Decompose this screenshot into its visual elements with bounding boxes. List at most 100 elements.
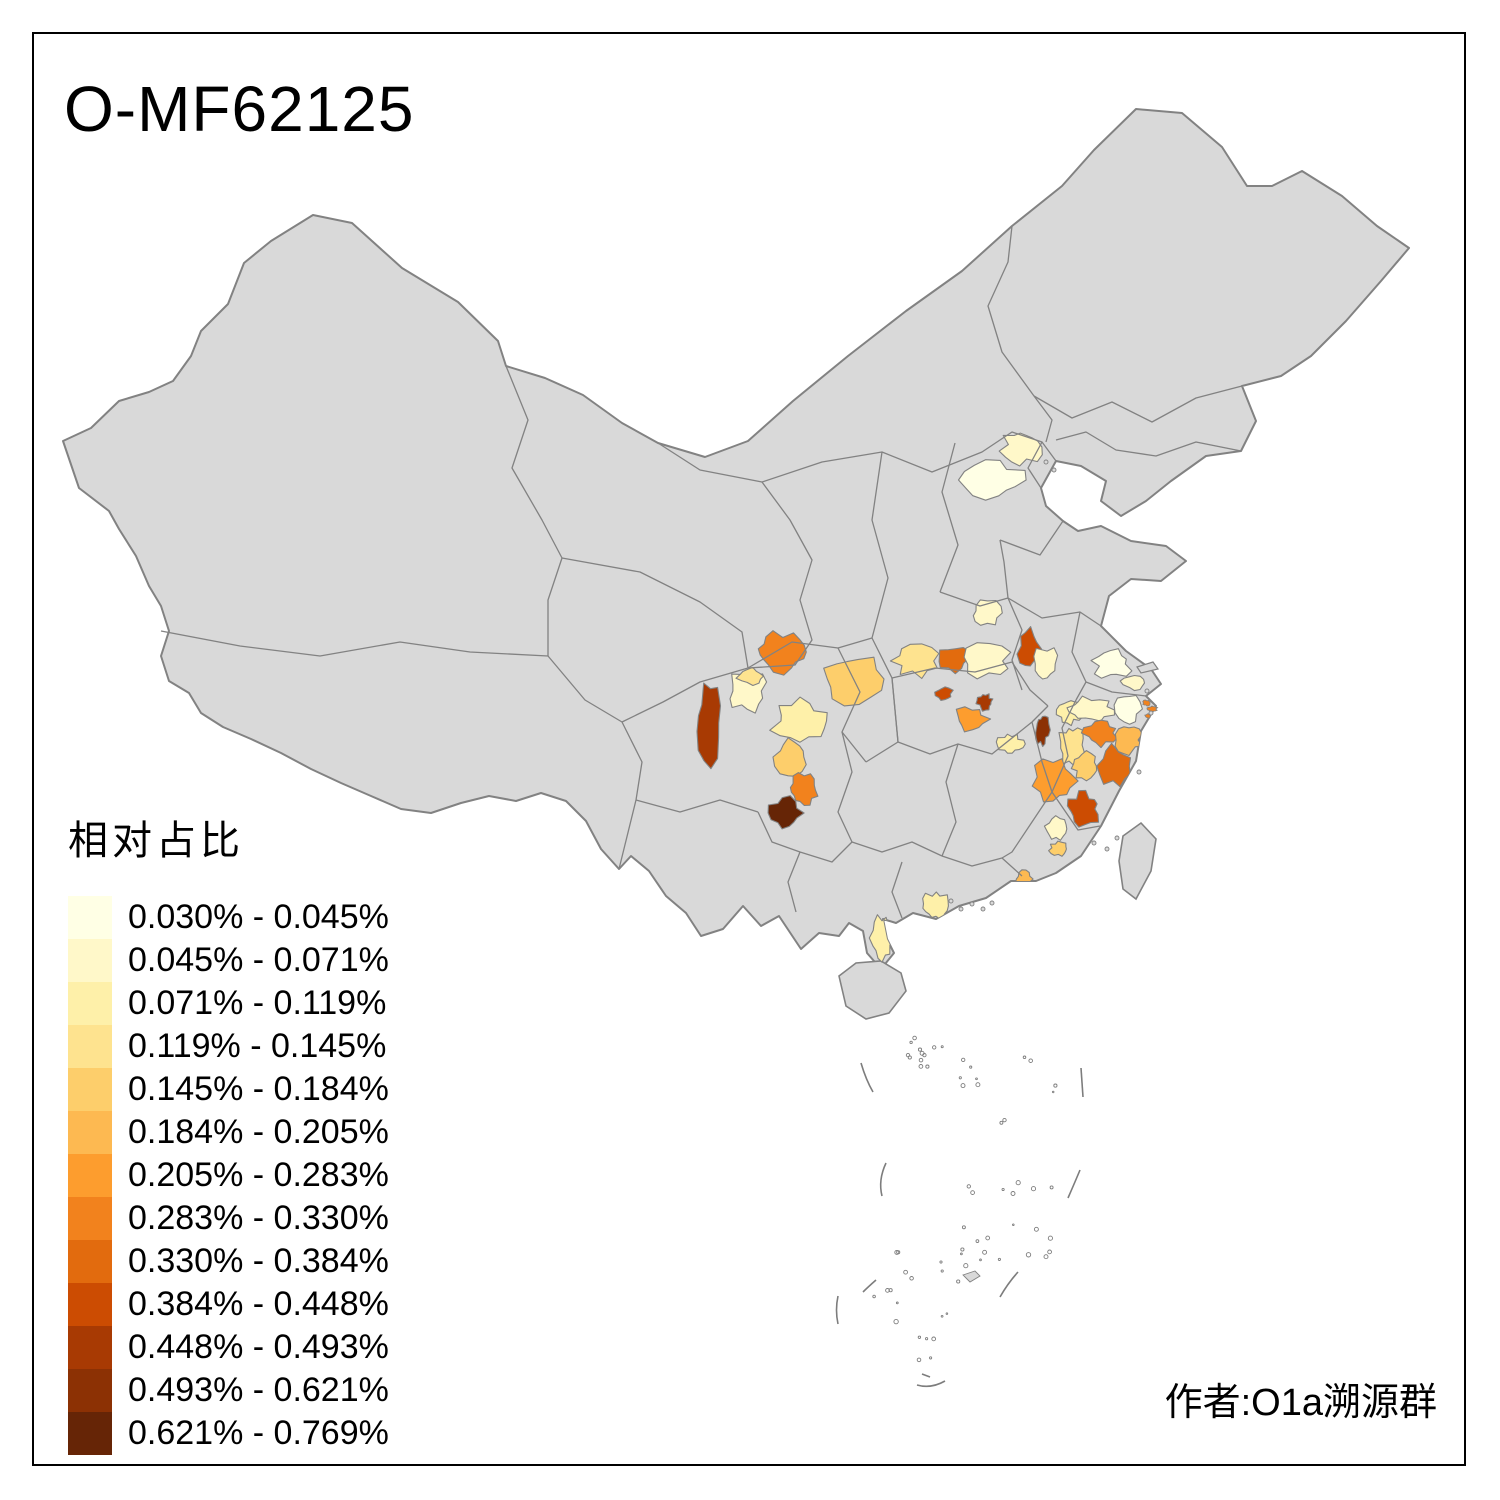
choropleth-region <box>934 686 954 701</box>
province-border <box>1001 721 1053 859</box>
province-border <box>1071 611 1087 701</box>
sea-island-dot <box>893 1318 899 1325</box>
sea-island-dot <box>985 1235 991 1241</box>
province-border <box>1051 791 1101 831</box>
legend-swatch <box>68 982 112 1025</box>
hainan-island <box>838 960 907 1020</box>
legend-item: 0.283% - 0.330% <box>68 1197 389 1240</box>
choropleth-region <box>1090 648 1133 679</box>
legend-label: 0.071% - 0.119% <box>128 984 387 1022</box>
sea-island-dot <box>960 1247 965 1252</box>
choropleth-region-islet <box>1146 705 1159 713</box>
sea-island-dot <box>960 1083 966 1089</box>
legend-label: 0.205% - 0.283% <box>128 1156 389 1194</box>
legend-label: 0.045% - 0.071% <box>128 941 389 979</box>
sea-island-dot <box>969 1065 973 1069</box>
sea-island-dot <box>1053 1083 1058 1088</box>
sea-island-dot <box>1030 1186 1037 1192</box>
province-border <box>999 520 1064 556</box>
choropleth-region <box>1114 726 1144 757</box>
sea-island-dot <box>1047 1249 1052 1255</box>
legend-label: 0.119% - 0.145% <box>128 1027 387 1065</box>
choropleth-region-islet <box>1142 699 1151 707</box>
legend-swatch <box>68 1412 112 1455</box>
sea-island-dot <box>970 1190 975 1195</box>
legend-swatch <box>68 939 112 982</box>
choropleth-region <box>957 459 1027 501</box>
province-border <box>1027 441 1043 489</box>
sea-island-dot <box>929 1356 933 1360</box>
province-border <box>987 225 1035 397</box>
sea-island-dot <box>958 1076 962 1080</box>
province-border <box>939 591 1009 607</box>
sea-island-dot <box>931 1336 937 1342</box>
province-border <box>941 743 959 857</box>
coastal-islet <box>958 906 964 912</box>
sea-island-dot <box>918 1057 924 1063</box>
coastal-islet <box>980 906 986 912</box>
sea-island-dot <box>907 1055 912 1060</box>
choropleth-region <box>1043 815 1068 841</box>
sea-island-dot <box>940 1045 944 1049</box>
choropleth-region <box>1113 694 1143 725</box>
province-border <box>1051 699 1077 793</box>
region-layer <box>696 432 1146 963</box>
legend-item: 0.384% - 0.448% <box>68 1283 389 1326</box>
sea-island-dot <box>894 1249 900 1255</box>
province-border <box>851 841 943 857</box>
province-border <box>747 481 813 669</box>
legend-item: 0.119% - 0.145% <box>68 1025 389 1068</box>
legend-swatch <box>68 1025 112 1068</box>
province-border <box>941 855 1023 877</box>
sea-island-dot <box>918 1064 924 1069</box>
sea-boundary-dash <box>921 1373 931 1378</box>
province-border <box>891 677 899 743</box>
attribution-text: 作者:O1a溯源群 <box>1164 1382 1437 1424</box>
sea-island-dot <box>932 1045 937 1050</box>
province-border <box>635 799 759 813</box>
sea-boundary-dash <box>916 1380 946 1388</box>
sea-island-dot <box>1047 1235 1053 1241</box>
coastal-islet <box>1091 840 1097 846</box>
sea-island-dot <box>982 1249 988 1255</box>
coastal-islet <box>1051 467 1057 473</box>
choropleth-region <box>1070 750 1098 782</box>
coastal-islet <box>1043 459 1049 465</box>
choropleth-region <box>995 733 1026 754</box>
sea-island-dot <box>956 1279 961 1284</box>
legend-swatch <box>68 1369 112 1412</box>
legend-swatch <box>68 896 112 939</box>
coastal-islet <box>989 900 995 906</box>
legend-label: 0.283% - 0.330% <box>128 1199 389 1237</box>
coastal-islet <box>1148 710 1154 716</box>
province-border <box>799 841 853 863</box>
legend-title: 相对占比 <box>68 819 244 863</box>
choropleth-region <box>963 642 1012 680</box>
sea-island-dot <box>975 1082 981 1088</box>
province-border <box>837 647 867 763</box>
province-border <box>1007 597 1102 627</box>
sea-island-dot <box>925 1064 930 1069</box>
sea-boundary-dash <box>1080 1067 1084 1098</box>
choropleth-region <box>1033 647 1059 680</box>
legend-swatch <box>68 1240 112 1283</box>
legend-label: 0.330% - 0.384% <box>128 1242 389 1280</box>
sea-island-dot <box>997 1257 1001 1261</box>
choropleth-region <box>1049 477 1067 504</box>
province-border <box>787 851 801 913</box>
province-border <box>837 731 853 843</box>
sea-island-dot <box>895 1301 899 1305</box>
legend-swatch <box>68 1283 112 1326</box>
legend-label: 0.448% - 0.493% <box>128 1328 389 1366</box>
province-border <box>891 861 903 919</box>
sea-island-dot <box>961 1225 966 1230</box>
province-border <box>547 655 643 870</box>
legend-item: 0.448% - 0.493% <box>68 1326 389 1369</box>
sea-island-dot <box>925 1337 929 1341</box>
choropleth-region <box>767 795 805 830</box>
choropleth-region <box>1048 840 1067 857</box>
legend-swatch <box>68 1111 112 1154</box>
legend-item: 0.493% - 0.621% <box>68 1369 389 1412</box>
legend-item: 0.145% - 0.184% <box>68 1068 389 1111</box>
sea-island-dot <box>1012 1223 1015 1226</box>
